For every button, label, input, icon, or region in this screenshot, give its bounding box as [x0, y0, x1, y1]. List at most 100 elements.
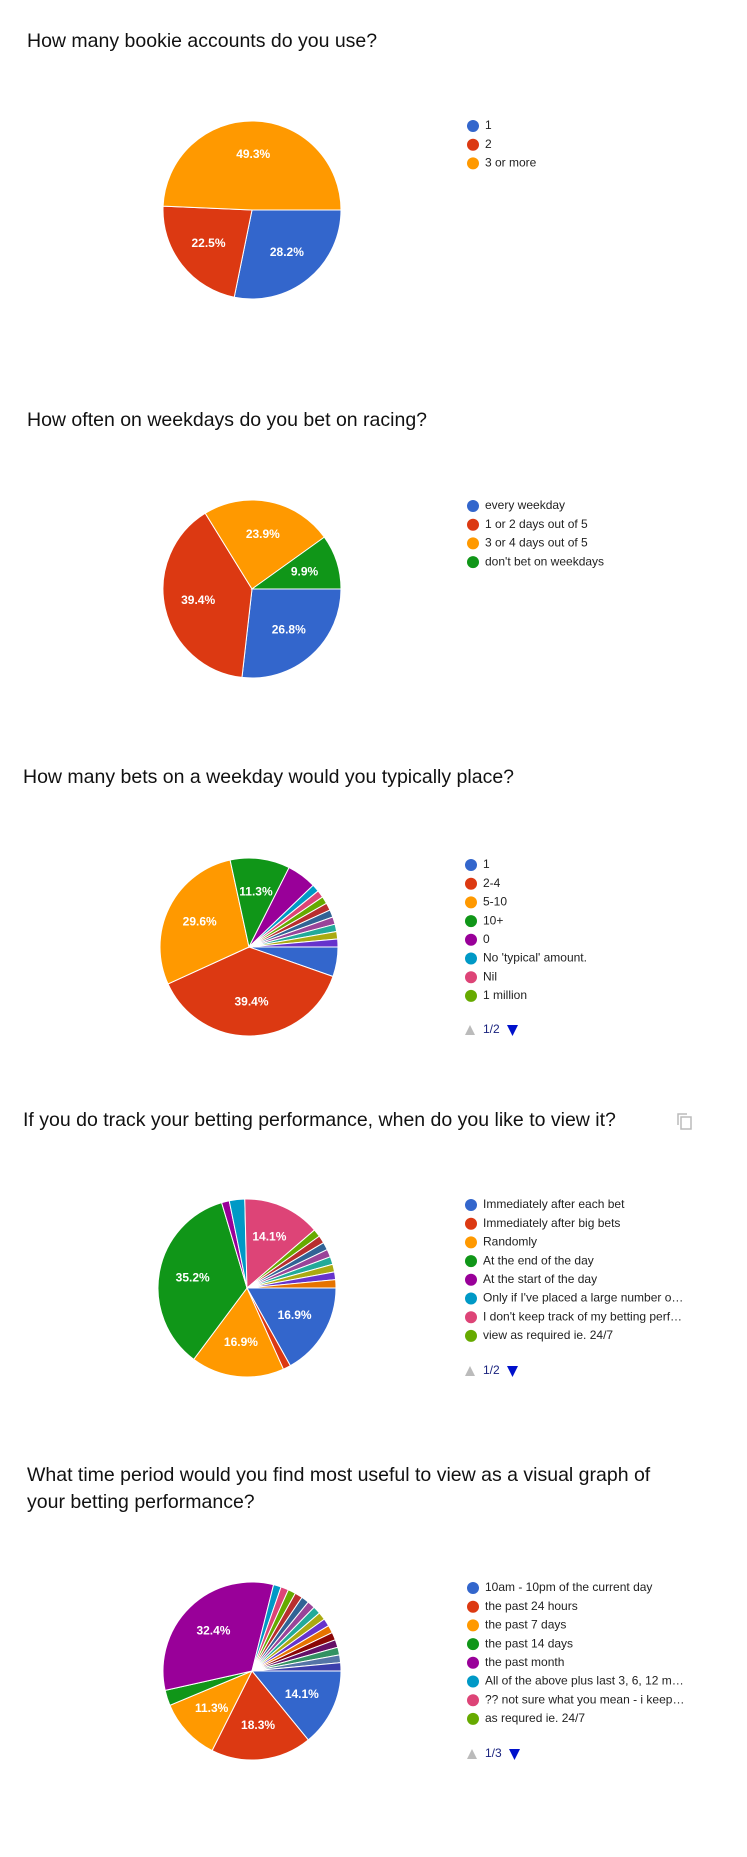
legend-swatch [465, 989, 477, 1002]
pager-label: 1/3 [485, 1746, 502, 1760]
pie-slice [204, 499, 326, 590]
legend-swatch [465, 896, 477, 909]
legend-swatch [467, 120, 479, 132]
legend-swatch [465, 1236, 477, 1249]
legend-label: 3 or 4 days out of 5 [485, 536, 588, 550]
slice-label: 39.4% [234, 994, 268, 1008]
slice-label: 22.5% [191, 236, 225, 250]
legend-label: 0 [483, 932, 490, 946]
pager-next[interactable] [507, 1025, 518, 1036]
pie-slice [159, 859, 250, 985]
slice-label: 39.4% [181, 593, 215, 607]
pie-slice [157, 1202, 248, 1361]
slice-label: 26.8% [272, 622, 306, 636]
legend-label: 1 million [483, 988, 527, 1002]
chart-title: How many bookie accounts do you use? [27, 30, 378, 52]
legend-swatch [467, 1656, 479, 1669]
slice-label: 28.2% [270, 245, 304, 259]
legend-swatch [465, 915, 477, 928]
legend-label: the past 24 hours [485, 1599, 578, 1613]
pie-slice [248, 938, 339, 948]
pager-prev [465, 1366, 475, 1376]
legend-label: the past 14 days [485, 1636, 573, 1650]
pager-label: 1/2 [483, 1022, 500, 1036]
pie-slice [233, 209, 342, 300]
slice-label: 16.9% [224, 1335, 258, 1349]
slice-label: 18.3% [241, 1718, 275, 1732]
legend-label: 10am - 10pm of the current day [485, 1580, 652, 1594]
pager-prev [465, 1025, 475, 1035]
legend-swatch [465, 1311, 477, 1324]
legend-label: the past month [485, 1655, 564, 1669]
pie-slice [169, 1670, 254, 1752]
legend-swatch [465, 1273, 477, 1286]
legend-label: 1 [483, 857, 490, 871]
legend-swatch [467, 518, 479, 531]
legend-label: view as required ie. 24/7 [483, 1328, 613, 1342]
legend-label: 2 [485, 137, 492, 151]
legend-swatch [465, 1292, 477, 1305]
copy-icon[interactable] [677, 1113, 692, 1130]
legend-swatch [467, 537, 479, 550]
legend-swatch [465, 933, 477, 946]
legend-label: ?? not sure what you mean - i keep… [485, 1692, 684, 1706]
legend-label: Immediately after big bets [483, 1216, 620, 1230]
pie-slice [250, 1670, 342, 1741]
pie-slice [211, 1670, 310, 1761]
pager-prev [467, 1749, 477, 1759]
legend-swatch [467, 1712, 479, 1725]
slice-label: 16.9% [278, 1308, 312, 1322]
legend-label: 1 [485, 118, 492, 132]
slice-label: 32.4% [196, 1624, 230, 1638]
legend-label: All of the above plus last 3, 6, 12 m… [485, 1674, 684, 1688]
pager-label: 1/2 [483, 1363, 500, 1377]
legend-label: No 'typical' amount. [483, 951, 587, 965]
legend-label: 2-4 [483, 876, 501, 890]
slice-label: 14.1% [285, 1687, 319, 1701]
pie-slice [241, 588, 342, 679]
pager-next[interactable] [509, 1749, 520, 1760]
legend-label: 3 or more [485, 156, 537, 170]
slice-label: 14.1% [252, 1230, 286, 1244]
legend-label: the past 7 days [485, 1618, 566, 1632]
legend-label: don't bet on weekdays [485, 554, 604, 568]
legend-label: Randomly [483, 1235, 537, 1249]
legend-swatch [465, 859, 477, 871]
legend-swatch [467, 500, 479, 512]
slice-label: 49.3% [236, 147, 270, 161]
chart-title: How often on weekdays do you bet on raci… [27, 409, 428, 431]
pie-slice [162, 1581, 275, 1692]
pie-slice [167, 946, 334, 1037]
legend-swatch [467, 1694, 479, 1707]
legend-swatch [465, 971, 477, 984]
legend-swatch [467, 138, 479, 151]
legend-swatch [465, 1255, 477, 1268]
pie-slice [162, 512, 253, 678]
legend-label: I don't keep track of my betting perf… [483, 1309, 682, 1323]
legend-swatch [465, 952, 477, 965]
pie-slice [244, 1198, 316, 1290]
pie-slice [162, 120, 342, 211]
slice-label: 11.3% [195, 1701, 229, 1715]
legend-swatch [465, 877, 477, 890]
legend-label: At the start of the day [483, 1272, 597, 1286]
legend-label: Nil [483, 969, 497, 983]
legend-swatch [465, 1329, 477, 1342]
legend-label: as requred ie. 24/7 [485, 1711, 585, 1725]
slice-label: 35.2% [176, 1271, 210, 1285]
pager-next[interactable] [507, 1366, 518, 1377]
slice-label: 9.9% [291, 564, 319, 578]
legend-swatch [467, 556, 479, 569]
chart-title: If you do track your betting performance… [23, 1109, 616, 1131]
chart-title: How many bets on a weekday would you typ… [23, 766, 515, 788]
legend-swatch [467, 1600, 479, 1613]
legend-swatch [467, 1638, 479, 1651]
legend-label: every weekday [485, 498, 565, 512]
legend-label: 10+ [483, 913, 503, 927]
legend-swatch [465, 1217, 477, 1230]
legend-swatch [467, 1619, 479, 1632]
chart-title: What time period would you find most use… [27, 1464, 651, 1513]
pie-slice [251, 1662, 342, 1672]
pie-slice [246, 1279, 337, 1289]
